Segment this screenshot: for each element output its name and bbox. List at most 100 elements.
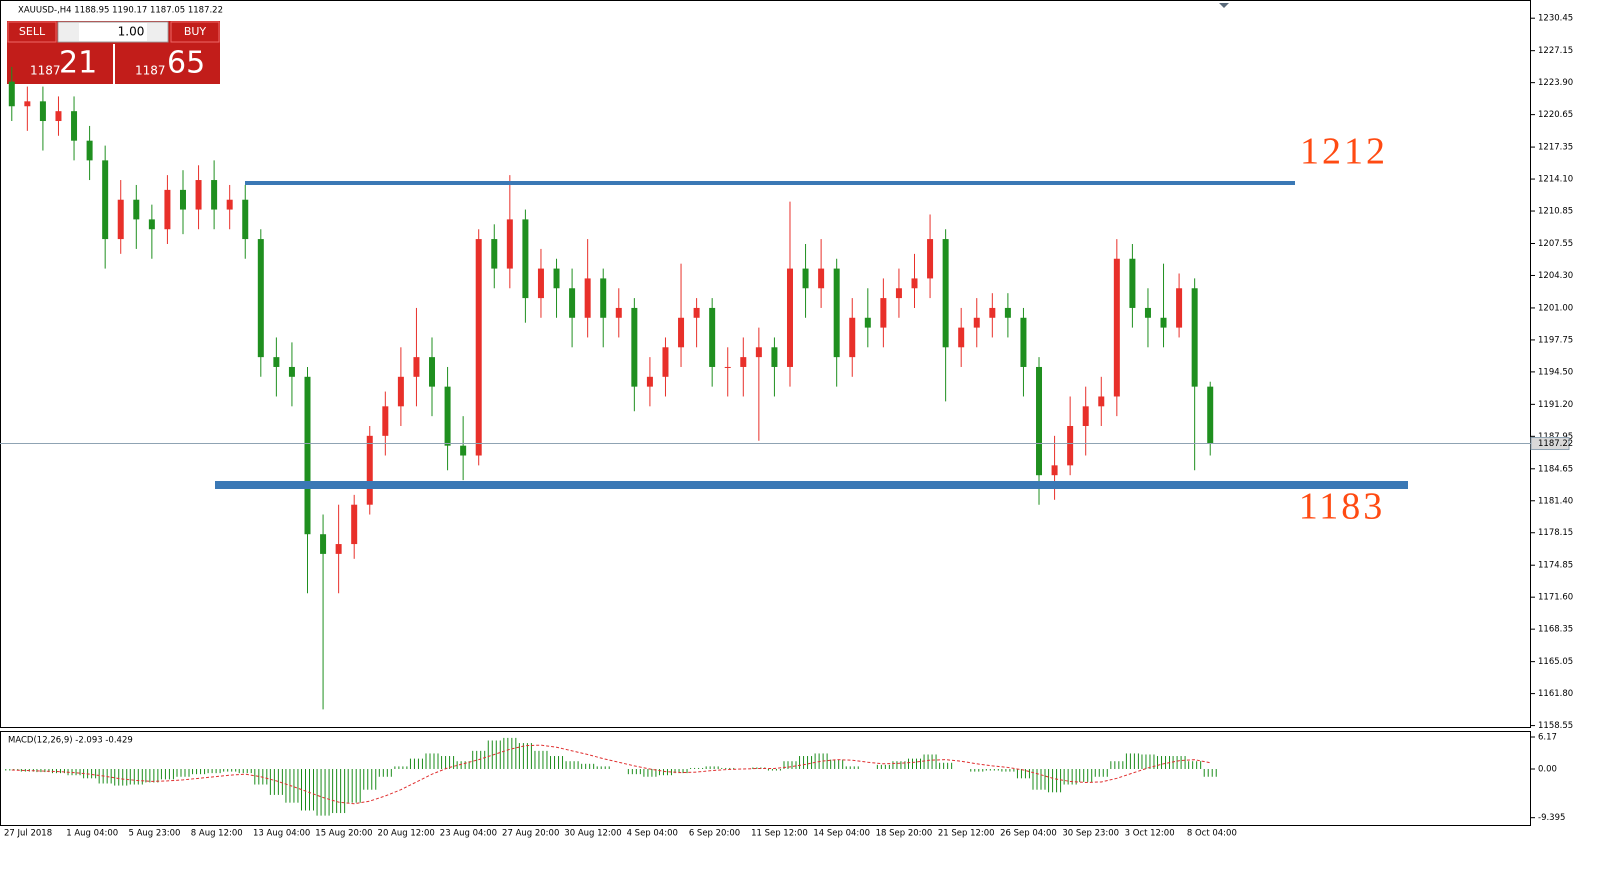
candle-body: [164, 189, 171, 230]
x-tick-label: 1 Aug 04:00: [66, 829, 118, 839]
x-tick-label: 6 Sep 20:00: [689, 829, 740, 839]
x-tick-label: 5 Aug 23:00: [129, 829, 181, 839]
y-tick-label: 1197.75: [1538, 335, 1573, 345]
candle-body: [615, 307, 622, 318]
y-tick-label: 0.00: [1538, 764, 1557, 774]
candle-body: [288, 366, 295, 377]
y-tick-label: 1201.00: [1538, 303, 1573, 313]
candle-body: [802, 268, 809, 289]
x-tick-label: 15 Aug 20:00: [315, 829, 372, 839]
candle-body: [102, 160, 109, 240]
bid-label: 1187.22: [1538, 439, 1573, 449]
candle-body: [911, 278, 918, 289]
candle-body: [366, 435, 373, 505]
candle-body: [1067, 425, 1074, 466]
y-tick-label: 1204.30: [1538, 271, 1573, 281]
volume-up[interactable]: [147, 23, 167, 41]
candle-body: [1176, 288, 1183, 328]
y-tick-label: 1184.65: [1538, 464, 1573, 474]
x-tick-label: 4 Sep 04:00: [627, 829, 678, 839]
buy-button[interactable]: [170, 21, 220, 43]
candle-body: [849, 317, 856, 358]
x-tick-label: 30 Sep 23:00: [1062, 829, 1119, 839]
candle-body: [1144, 307, 1151, 318]
candle-body: [1098, 396, 1105, 407]
candle-body: [600, 278, 607, 318]
sell-label[interactable]: SELL: [19, 25, 46, 38]
x-tick-label: 11 Sep 12:00: [751, 829, 808, 839]
candle-body: [662, 347, 669, 377]
y-tick-label: 6.17: [1538, 733, 1557, 743]
candle-body: [8, 81, 15, 107]
bid-label-bg: [1530, 437, 1570, 451]
x-tick-label: 20 Aug 12:00: [378, 829, 435, 839]
candle-body: [429, 357, 436, 387]
candle-body: [257, 239, 264, 358]
y-tick-label: 1210.85: [1538, 207, 1573, 217]
x-tick-label: 13 Aug 04:00: [253, 829, 310, 839]
y-tick-label: 1171.60: [1538, 593, 1573, 603]
x-tick-label: 27 Jul 2018: [4, 829, 52, 839]
candle-body: [646, 376, 653, 387]
x-tick-label: 30 Aug 12:00: [564, 829, 621, 839]
y-tick-label: 1191.20: [1538, 400, 1573, 410]
candle-body: [958, 327, 965, 348]
candle-body: [39, 101, 46, 122]
buy-price-big[interactable]: 1187: [135, 64, 166, 78]
candle-body: [335, 544, 342, 554]
candle-body: [973, 317, 980, 328]
candle-body: [148, 219, 155, 230]
y-tick-label: 1178.15: [1538, 528, 1573, 538]
buy-label[interactable]: BUY: [184, 25, 207, 38]
candle-body: [989, 307, 996, 318]
level-annotation: 1183: [1299, 486, 1386, 528]
y-tick-label: 1158.55: [1538, 721, 1573, 731]
candle-body: [1036, 366, 1043, 476]
candle-body: [55, 111, 62, 122]
x-tick-label: 27 Aug 20:00: [502, 829, 559, 839]
candle-body: [740, 357, 747, 367]
candle-body: [786, 268, 793, 367]
candle-body: [942, 239, 949, 348]
candle-body: [537, 268, 544, 299]
symbol-info: XAUUSD-,H4 1188.95 1190.17 1187.05 1187.…: [18, 6, 223, 16]
sell-price-big[interactable]: 1187: [30, 64, 61, 78]
candle-body: [1020, 317, 1027, 367]
candle-body: [709, 307, 716, 367]
candle-body: [693, 307, 700, 318]
buy-pips[interactable]: 65: [167, 46, 205, 81]
candle-body: [382, 406, 389, 436]
candle-body: [460, 445, 467, 456]
y-tick-label: 1223.90: [1538, 78, 1573, 88]
candle-body: [226, 199, 233, 210]
candle-body: [771, 347, 778, 367]
candle-body: [211, 180, 218, 210]
candle-body: [569, 288, 576, 318]
candle-body: [117, 199, 124, 240]
candle-body: [1207, 386, 1214, 444]
candle-body: [242, 199, 249, 240]
sell-pips[interactable]: 21: [59, 46, 97, 81]
volume-box[interactable]: [57, 21, 169, 43]
candle-body: [1004, 307, 1011, 318]
candle-body: [1082, 406, 1089, 426]
x-tick-label: 21 Sep 12:00: [938, 829, 995, 839]
candle-body: [506, 219, 513, 269]
macd-signal: [11, 744, 1211, 805]
y-tick-label: 1174.85: [1538, 561, 1573, 571]
volume-down[interactable]: [59, 23, 79, 41]
y-tick-label: 1181.40: [1538, 496, 1573, 506]
x-tick-label: 8 Aug 12:00: [191, 829, 243, 839]
candle-body: [864, 317, 871, 328]
shift-marker: [1219, 3, 1229, 8]
candle-body: [491, 239, 498, 269]
candle-body: [1191, 288, 1198, 387]
candle-body: [678, 317, 685, 348]
candle-body: [522, 219, 529, 299]
sell-button[interactable]: [7, 21, 57, 43]
candle-body: [927, 239, 934, 279]
volume[interactable]: 1.00: [118, 25, 145, 39]
y-tick-label: 1220.65: [1538, 110, 1573, 120]
